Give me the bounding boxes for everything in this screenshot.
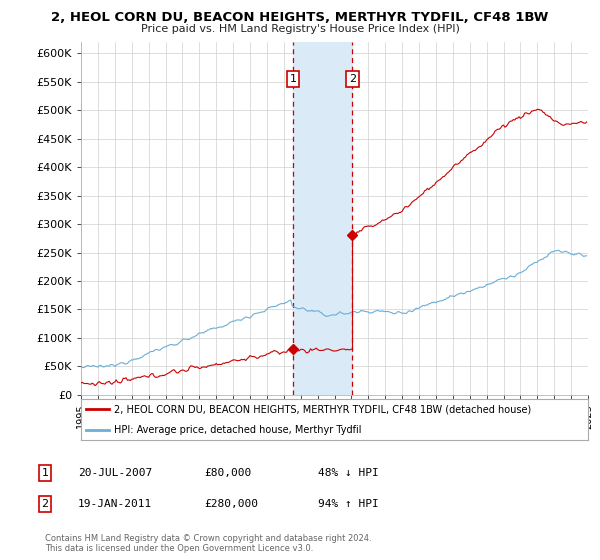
Text: 2, HEOL CORN DU, BEACON HEIGHTS, MERTHYR TYDFIL, CF48 1BW: 2, HEOL CORN DU, BEACON HEIGHTS, MERTHYR… xyxy=(52,11,548,24)
Text: 19-JAN-2011: 19-JAN-2011 xyxy=(78,499,152,509)
Text: 94% ↑ HPI: 94% ↑ HPI xyxy=(318,499,379,509)
Text: 2: 2 xyxy=(349,74,356,84)
Text: 1: 1 xyxy=(41,468,49,478)
Text: 1: 1 xyxy=(290,74,296,84)
Text: 20-JUL-2007: 20-JUL-2007 xyxy=(78,468,152,478)
Text: Contains HM Land Registry data © Crown copyright and database right 2024.
This d: Contains HM Land Registry data © Crown c… xyxy=(45,534,371,553)
Text: £280,000: £280,000 xyxy=(204,499,258,509)
Text: 48% ↓ HPI: 48% ↓ HPI xyxy=(318,468,379,478)
Text: HPI: Average price, detached house, Merthyr Tydfil: HPI: Average price, detached house, Mert… xyxy=(114,424,361,435)
Text: 2, HEOL CORN DU, BEACON HEIGHTS, MERTHYR TYDFIL, CF48 1BW (detached house): 2, HEOL CORN DU, BEACON HEIGHTS, MERTHYR… xyxy=(114,404,531,414)
Text: £80,000: £80,000 xyxy=(204,468,251,478)
Text: 2: 2 xyxy=(41,499,49,509)
Text: Price paid vs. HM Land Registry's House Price Index (HPI): Price paid vs. HM Land Registry's House … xyxy=(140,24,460,34)
Bar xyxy=(293,42,352,395)
